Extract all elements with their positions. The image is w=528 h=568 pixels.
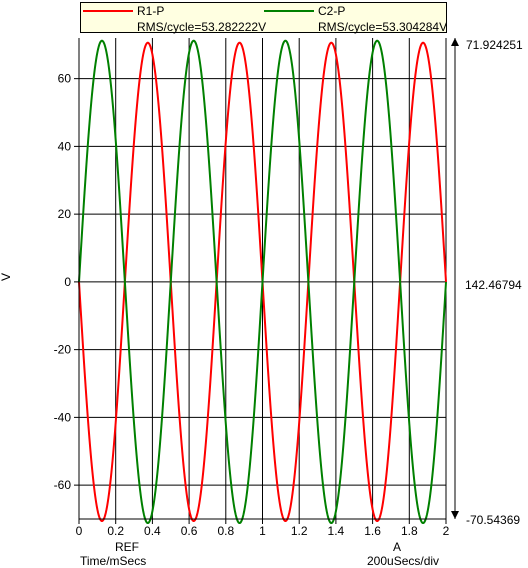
y-tick-label: 0 xyxy=(64,275,71,289)
y-tick-label: 20 xyxy=(58,207,72,221)
legend-rms-c2: RMS/cycle=53.304284V xyxy=(318,20,448,34)
x-tick-label: 0.4 xyxy=(144,524,161,538)
cursor-middle-readout: 142.46794 xyxy=(465,278,522,292)
cursor-bottom-readout: -70.54369 xyxy=(466,513,521,527)
x-tick-label: 0 xyxy=(76,524,83,538)
legend-box: R1-P RMS/cycle=53.282222V C2-P RMS/cycle… xyxy=(80,2,448,34)
legend-swatch-c2 xyxy=(264,10,314,12)
x-axis-label: Time/mSecs xyxy=(80,554,147,568)
y-tick-label: 60 xyxy=(58,72,72,86)
x-tick-label: 1.8 xyxy=(401,524,418,538)
ref-label: REF xyxy=(115,540,139,554)
series-line-c2-p xyxy=(78,39,447,525)
y-tick-label: -40 xyxy=(54,410,72,424)
x-tick-label: 1 xyxy=(259,524,266,538)
x-tick-label: 2 xyxy=(443,524,450,538)
legend-label-c2: C2-P xyxy=(318,4,346,18)
y-tick-label: 40 xyxy=(58,139,72,153)
x-tick-label: 0.8 xyxy=(217,524,234,538)
legend-rms-r1: RMS/cycle=53.282222V xyxy=(137,20,267,34)
time-div-label: 200uSecs/div xyxy=(367,554,440,568)
cursor-arrow-up-icon xyxy=(451,38,459,46)
cursor-top-readout: 71.924251 xyxy=(466,38,523,52)
y-tick-label: -20 xyxy=(54,343,72,357)
x-tick-label: 1.4 xyxy=(328,524,345,538)
x-tick-label: 1.6 xyxy=(364,524,381,538)
x-tick-label: 0.2 xyxy=(107,524,124,538)
legend-label-r1: R1-P xyxy=(137,4,165,18)
legend-swatch-r1 xyxy=(83,10,133,12)
x-tick-label: 0.6 xyxy=(181,524,198,538)
cursor-arrow-down-icon xyxy=(451,511,459,519)
y-axis-label: V xyxy=(0,272,14,282)
y-tick-label: -60 xyxy=(54,478,72,492)
cursor-a-label: A xyxy=(393,540,402,554)
x-tick-label: 1.2 xyxy=(291,524,308,538)
